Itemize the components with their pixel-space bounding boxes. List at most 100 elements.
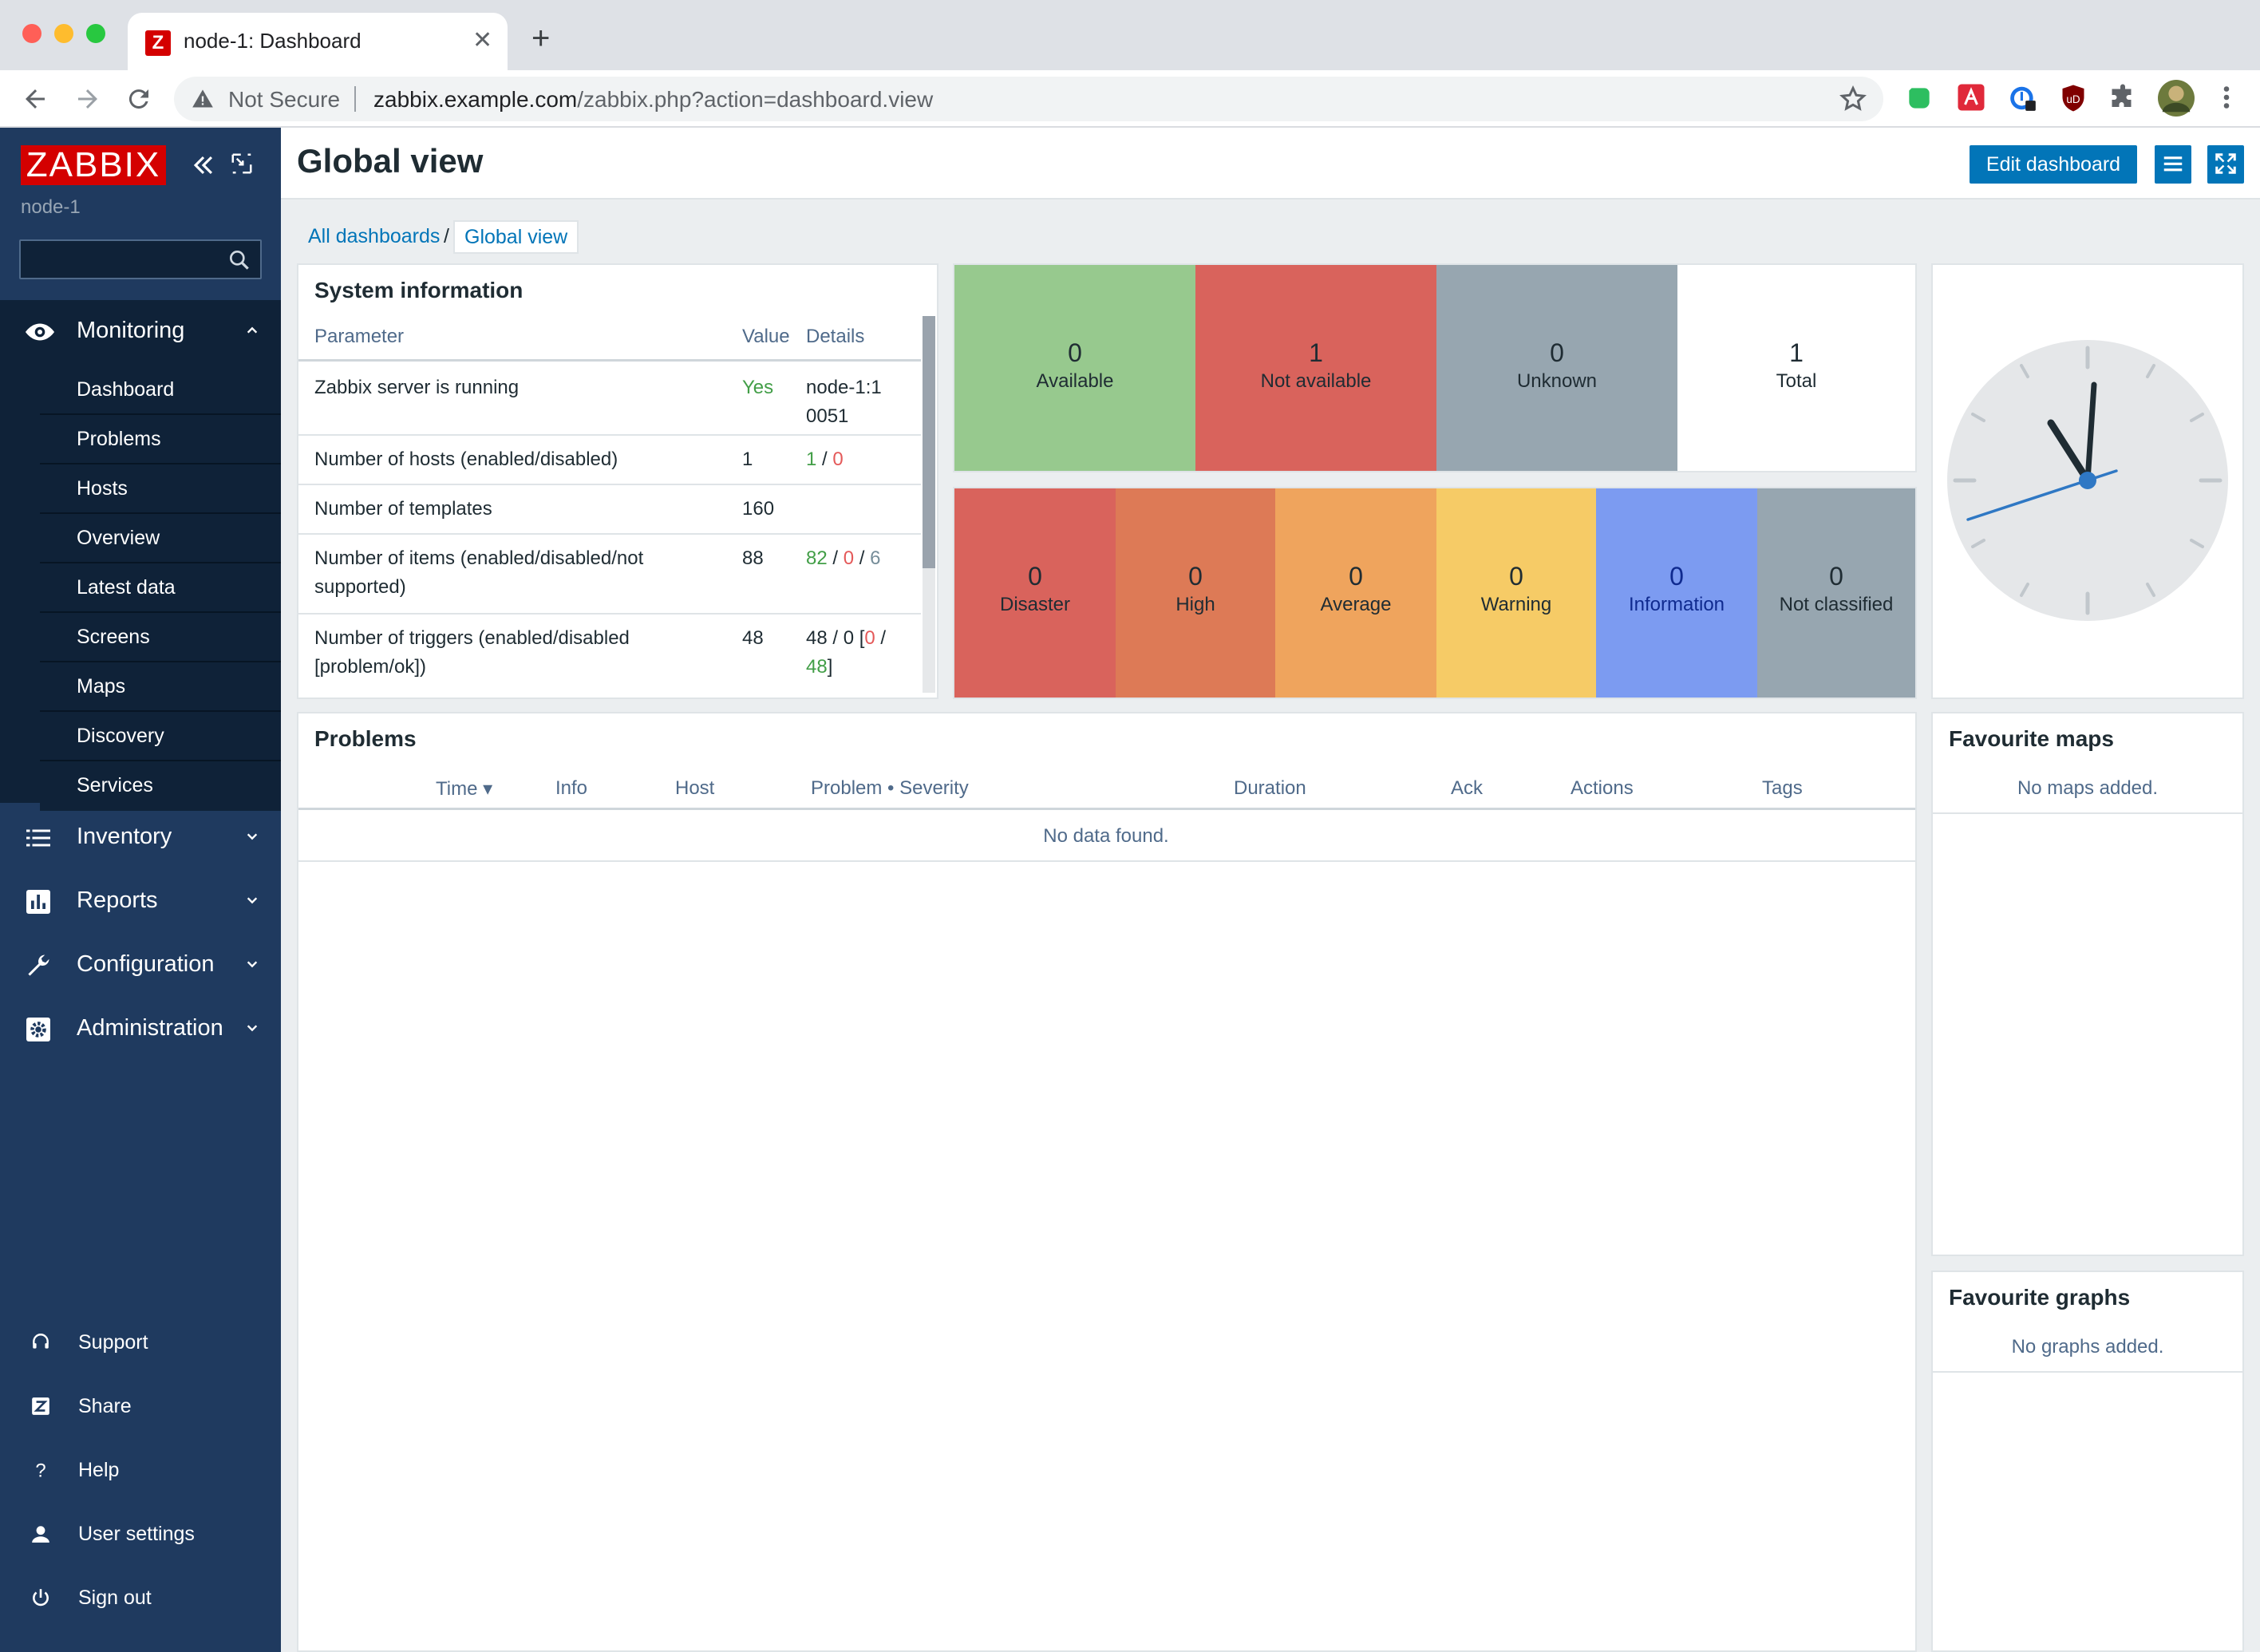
tile-count: 1	[1309, 338, 1323, 367]
breadcrumb-current[interactable]: Global view	[453, 220, 579, 254]
problems-widget: Problems Time ▾ Info Host Problem • Seve…	[297, 712, 1917, 1652]
sidebar-item-problems[interactable]: Problems	[40, 415, 281, 464]
address-bar[interactable]: Not Secure zabbix.example.com/zabbix.php…	[174, 77, 1883, 121]
tile-count: 0	[1188, 562, 1203, 591]
row-divider	[298, 434, 921, 436]
tile-count: 0	[1068, 338, 1082, 367]
availability-tile[interactable]: 0 Unknown	[1436, 265, 1677, 471]
nav-reports[interactable]: Reports	[0, 870, 281, 934]
severity-tile[interactable]: 0 Warning	[1436, 488, 1596, 698]
url-host: zabbix.example.com	[373, 87, 578, 112]
footer-help[interactable]: ? Help	[0, 1446, 281, 1494]
minimize-window-button[interactable]	[54, 24, 73, 43]
row-divider	[1933, 1371, 2242, 1373]
severity-tile[interactable]: 0 Not classified	[1757, 488, 1915, 698]
tile-label: High	[1175, 594, 1215, 615]
profile-avatar[interactable]	[2158, 80, 2195, 117]
nav-monitoring[interactable]: Monitoring	[0, 300, 281, 364]
reload-icon[interactable]	[124, 85, 153, 113]
severity-tile[interactable]: 0 Disaster	[954, 488, 1116, 698]
widget-title: System information	[314, 278, 524, 302]
search-input[interactable]	[19, 239, 262, 279]
sidebar-item-discovery[interactable]: Discovery	[40, 712, 281, 761]
bookmark-star-icon[interactable]	[1839, 85, 1867, 113]
footer-share-label: Share	[78, 1395, 132, 1417]
footer-sign-out[interactable]: Sign out	[0, 1574, 281, 1622]
nav-administration[interactable]: Administration	[0, 998, 281, 1061]
column-header-tags: Tags	[1762, 777, 1803, 799]
tile-label: Warning	[1480, 594, 1552, 615]
kiosk-mode-icon[interactable]	[230, 152, 254, 176]
forward-icon[interactable]	[73, 85, 102, 113]
availability-tile[interactable]: 1 Total	[1677, 265, 1915, 471]
items-not-supported: 6	[870, 547, 881, 569]
chevron-up-icon	[246, 324, 259, 337]
tab-title: node-1: Dashboard	[184, 29, 362, 53]
footer-user-settings[interactable]: User settings	[0, 1510, 281, 1558]
tile-label: Unknown	[1516, 370, 1598, 392]
analog-clock	[1947, 340, 2228, 621]
zabbix-logo[interactable]: ZABBIX	[21, 145, 166, 185]
widget-scrollbar-thumb[interactable]	[923, 316, 935, 568]
nav-configuration[interactable]: Configuration	[0, 934, 281, 998]
acrobat-extension-icon[interactable]	[1957, 83, 1985, 112]
sidebar-item-overview[interactable]: Overview	[40, 514, 281, 563]
maximize-window-button[interactable]	[86, 24, 105, 43]
wrench-icon	[24, 951, 53, 980]
security-label[interactable]: Not Secure	[228, 87, 341, 112]
row-value: Yes	[742, 377, 774, 398]
sidebar-item-latest-data[interactable]: Latest data	[40, 563, 281, 613]
collapse-sidebar-icon[interactable]	[190, 152, 217, 179]
warning-icon	[192, 88, 214, 110]
browser-tab[interactable]: Z node-1: Dashboard ✕	[128, 13, 508, 70]
url-text[interactable]: zabbix.example.com/zabbix.php?action=das…	[373, 87, 933, 113]
breadcrumb-all-dashboards[interactable]: All dashboards	[308, 225, 441, 247]
row-parameter: Number of items (enabled/disabled/not	[314, 547, 644, 569]
eye-icon	[24, 318, 56, 346]
power-icon	[30, 1587, 51, 1609]
extensions-puzzle-icon[interactable]	[2108, 83, 2137, 112]
browser-tab-strip: Z node-1: Dashboard ✕ +	[0, 0, 2260, 70]
evernote-extension-icon[interactable]	[1904, 83, 1934, 113]
footer-share[interactable]: Share	[0, 1382, 281, 1430]
browser-menu-icon[interactable]	[2215, 83, 2238, 112]
row-divider	[298, 860, 1915, 862]
severity-tile[interactable]: 0 Information	[1596, 488, 1757, 698]
tile-label: Disaster	[999, 594, 1071, 615]
page-title: Global view	[297, 142, 484, 180]
severity-tile[interactable]: 0 Average	[1275, 488, 1436, 698]
fullscreen-button[interactable]	[2207, 145, 2244, 184]
dashboard-actions-button[interactable]	[2155, 145, 2191, 184]
tile-count: 0	[1349, 562, 1363, 591]
back-icon[interactable]	[21, 85, 49, 113]
triggers-counts: 48 / 0 [	[806, 627, 865, 649]
password-manager-extension-icon[interactable]	[2008, 83, 2038, 113]
sidebar-item-services[interactable]: Services	[40, 761, 281, 811]
column-header-time[interactable]: Time ▾	[436, 778, 493, 800]
availability-tile[interactable]: 0 Available	[954, 265, 1195, 471]
footer-user-settings-label: User settings	[78, 1523, 195, 1545]
tile-count: 0	[1550, 338, 1564, 367]
ublock-extension-icon[interactable]: uD	[2059, 83, 2088, 113]
question-icon: ?	[30, 1459, 51, 1481]
search-icon[interactable]	[227, 247, 252, 273]
column-header-host[interactable]: Host	[675, 777, 715, 799]
nav-inventory[interactable]: Inventory	[0, 806, 281, 870]
nav-configuration-label: Configuration	[77, 951, 215, 977]
row-details: 1 / 0	[806, 449, 844, 470]
items-enabled: 82	[806, 547, 828, 569]
new-tab-button[interactable]: +	[531, 21, 551, 56]
tile-label: Information	[1628, 594, 1725, 615]
bar-chart-icon	[24, 887, 53, 916]
sidebar-item-hosts[interactable]: Hosts	[40, 464, 281, 514]
column-header-problem[interactable]: Problem • Severity	[811, 777, 969, 799]
sidebar-item-dashboard[interactable]: Dashboard	[40, 366, 281, 415]
edit-dashboard-button[interactable]: Edit dashboard	[1970, 145, 2137, 184]
severity-tile[interactable]: 0 High	[1116, 488, 1275, 698]
close-window-button[interactable]	[22, 24, 41, 43]
close-tab-icon[interactable]: ✕	[472, 27, 493, 53]
sidebar-item-maps[interactable]: Maps	[40, 662, 281, 712]
sidebar-item-screens[interactable]: Screens	[40, 613, 281, 662]
footer-support[interactable]: Support	[0, 1318, 281, 1366]
availability-tile[interactable]: 1 Not available	[1195, 265, 1436, 471]
